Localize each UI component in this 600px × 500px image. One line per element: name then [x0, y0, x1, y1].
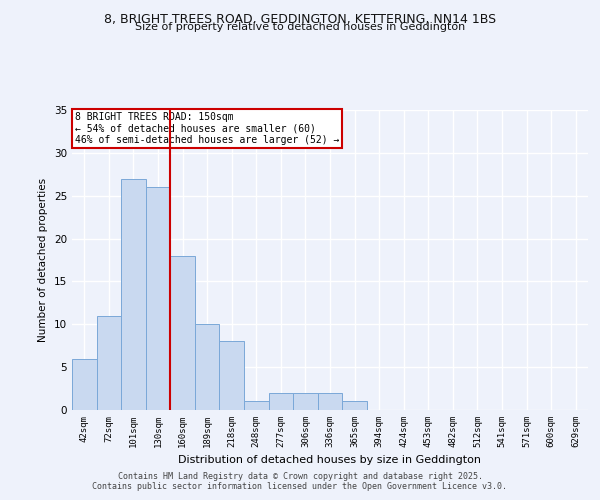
- Bar: [121, 178, 146, 410]
- Bar: [244, 402, 269, 410]
- X-axis label: Distribution of detached houses by size in Geddington: Distribution of detached houses by size …: [179, 456, 482, 466]
- Text: 8 BRIGHT TREES ROAD: 150sqm
← 54% of detached houses are smaller (60)
46% of sem: 8 BRIGHT TREES ROAD: 150sqm ← 54% of det…: [74, 112, 339, 144]
- Bar: [170, 256, 195, 410]
- Bar: [146, 187, 170, 410]
- Text: 8, BRIGHT TREES ROAD, GEDDINGTON, KETTERING, NN14 1BS: 8, BRIGHT TREES ROAD, GEDDINGTON, KETTER…: [104, 12, 496, 26]
- Y-axis label: Number of detached properties: Number of detached properties: [38, 178, 49, 342]
- Text: Size of property relative to detached houses in Geddington: Size of property relative to detached ho…: [135, 22, 465, 32]
- Bar: [220, 342, 244, 410]
- Bar: [195, 324, 220, 410]
- Bar: [97, 316, 121, 410]
- Bar: [269, 393, 293, 410]
- Text: Contains HM Land Registry data © Crown copyright and database right 2025.: Contains HM Land Registry data © Crown c…: [118, 472, 482, 481]
- Bar: [342, 402, 367, 410]
- Bar: [318, 393, 342, 410]
- Bar: [72, 358, 97, 410]
- Text: Contains public sector information licensed under the Open Government Licence v3: Contains public sector information licen…: [92, 482, 508, 491]
- Bar: [293, 393, 318, 410]
